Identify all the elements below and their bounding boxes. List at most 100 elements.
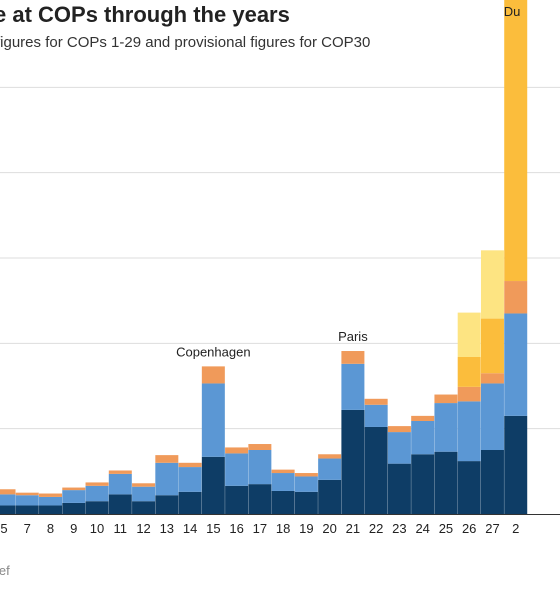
- bar-segment-8-s2: [39, 493, 63, 497]
- bar-segment-23-s1: [387, 432, 411, 464]
- bar-segment-26-s0: [457, 461, 481, 514]
- bar-segment-2-s1: [504, 313, 528, 416]
- annotations: Copenhagen Paris Du: [176, 4, 520, 359]
- bar-segment-21-s2: [341, 351, 365, 364]
- bar-segment-2-s2: [504, 281, 528, 314]
- bar-segment-14-s1: [178, 467, 202, 492]
- bar-segment-7-s1: [15, 495, 39, 506]
- bar-segment-13-s2: [155, 455, 179, 463]
- bar-segment-16-s1: [225, 453, 249, 486]
- bar-segment-22-s1: [364, 404, 388, 427]
- bar-segment-23-s2: [387, 426, 411, 433]
- bar-segment-27-s4: [480, 250, 504, 319]
- bar-segment-19-s2: [294, 473, 318, 477]
- bar-segment-17-s1: [248, 450, 272, 485]
- bar-segment-22-s2: [364, 398, 388, 405]
- bar-segment-15-s2: [201, 366, 225, 384]
- chart-source: ief: [0, 563, 10, 578]
- x-tick-label: 27: [485, 521, 499, 536]
- bar-segment-17-s0: [248, 484, 272, 514]
- bar-segment-13-s0: [155, 495, 179, 514]
- x-tick-label: 21: [346, 521, 360, 536]
- bar-segment-27-s0: [480, 450, 504, 514]
- bar-segment-12-s2: [132, 483, 156, 487]
- bar-segment-23-s0: [387, 463, 411, 514]
- x-tick-label: 15: [206, 521, 220, 536]
- bar-segment-7-s2: [15, 492, 39, 496]
- bar-segment-9-s0: [62, 502, 86, 514]
- chart-subtitle: figures for COPs 1-29 and provisional fi…: [0, 34, 371, 51]
- bar-segment-18-s0: [271, 490, 295, 514]
- bar-segment-19-s1: [294, 476, 318, 492]
- annotation-label: Du: [504, 4, 521, 19]
- x-tick-label: 2: [512, 521, 519, 536]
- bar-segment-10-s1: [85, 485, 109, 502]
- bar-segment-5-s0: [0, 505, 16, 514]
- bar-segment-24-s1: [411, 420, 435, 455]
- bar-segment-21-s1: [341, 363, 365, 410]
- bar-segment-20-s0: [318, 479, 342, 514]
- x-tick-label: 20: [322, 521, 336, 536]
- bar-segment-17-s2: [248, 444, 272, 450]
- bar-segment-20-s1: [318, 458, 342, 480]
- bar-segment-11-s2: [108, 470, 132, 474]
- bar-segment-21-s0: [341, 409, 365, 514]
- x-tick-label: 12: [136, 521, 150, 536]
- bar-segment-7-s0: [15, 505, 39, 514]
- annotation-label: Copenhagen: [176, 344, 250, 359]
- bar-segment-5-s2: [0, 489, 16, 495]
- x-tick-label: 11: [114, 521, 128, 536]
- bar-segment-25-s0: [434, 451, 458, 514]
- bar-segment-9-s2: [62, 487, 86, 491]
- bars: [0, 0, 528, 514]
- bar-segment-16-s0: [225, 485, 249, 514]
- bar-segment-27-s1: [480, 383, 504, 450]
- chart-title: e at COPs through the years: [0, 2, 290, 27]
- bar-segment-11-s0: [108, 494, 132, 514]
- bar-segment-24-s2: [411, 415, 435, 421]
- bar-segment-25-s1: [434, 403, 458, 452]
- bar-segment-27-s2: [480, 373, 504, 384]
- bar-segment-18-s2: [271, 469, 295, 474]
- x-tick-label: 7: [24, 521, 31, 536]
- bar-segment-5-s1: [0, 494, 16, 506]
- bar-segment-8-s1: [39, 496, 63, 506]
- bar-segment-15-s1: [201, 383, 225, 457]
- bar-segment-19-s0: [294, 491, 318, 514]
- bar-segment-9-s1: [62, 490, 86, 503]
- bar-segment-26-s3: [457, 356, 481, 387]
- bar-segment-22-s0: [364, 426, 388, 514]
- x-tick-label: 8: [47, 521, 54, 536]
- bar-segment-16-s2: [225, 447, 249, 454]
- bar-segment-26-s4: [457, 312, 481, 357]
- bar-segment-26-s1: [457, 401, 481, 462]
- bar-segment-18-s1: [271, 473, 295, 491]
- bar-segment-12-s0: [132, 501, 156, 514]
- x-tick-label: 18: [276, 521, 290, 536]
- bar-segment-26-s2: [457, 386, 481, 402]
- bar-segment-15-s0: [201, 456, 225, 514]
- bar-segment-13-s1: [155, 462, 179, 496]
- bar-segment-25-s2: [434, 394, 458, 404]
- x-tick-label: 9: [70, 521, 77, 536]
- x-tick-label: 26: [462, 521, 476, 536]
- x-tick-label: 13: [160, 521, 174, 536]
- x-tick-label: 22: [369, 521, 383, 536]
- bar-segment-11-s1: [108, 473, 132, 495]
- bar-segment-14-s0: [178, 491, 202, 514]
- x-tick-label: 10: [90, 521, 104, 536]
- x-tick-label: 24: [415, 521, 429, 536]
- bar-segment-20-s2: [318, 454, 342, 459]
- bar-segment-10-s2: [85, 482, 109, 486]
- bar-segment-14-s2: [178, 462, 202, 468]
- x-tick-labels: 5 7 8 9 10 11 12 13 14 15 16 17 18 19 20 21 22 23 24 25 26 27…: [0, 521, 519, 536]
- bar-segment-2-s0: [504, 415, 528, 514]
- bar-segment-10-s0: [85, 501, 109, 514]
- x-tick-label: 17: [253, 521, 267, 536]
- annotation-label: Paris: [338, 329, 368, 344]
- bar-segment-12-s1: [132, 486, 156, 502]
- x-tick-label: 14: [183, 521, 197, 536]
- x-tick-label: 25: [439, 521, 453, 536]
- x-tick-label: 5: [0, 521, 7, 536]
